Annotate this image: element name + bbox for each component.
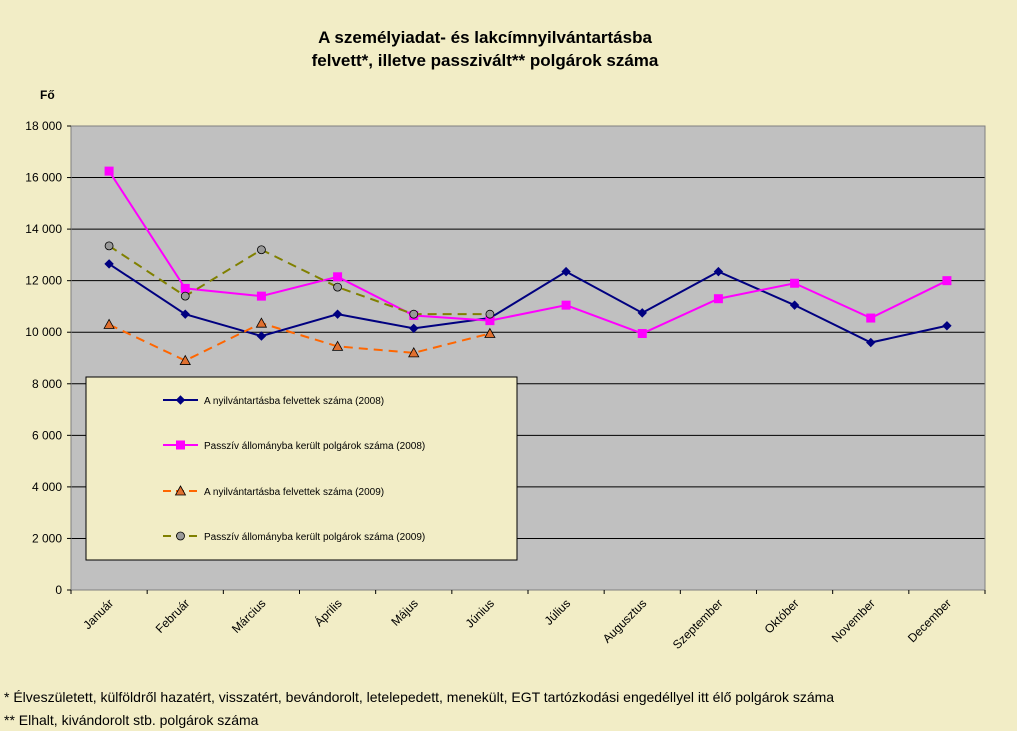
series-line: [108, 245, 490, 316]
y-tick-label: 0: [55, 583, 62, 597]
y-tick-label: 8 000: [32, 377, 62, 391]
data-point: [713, 266, 724, 277]
series-line: [108, 322, 491, 362]
x-tick-label: Július: [542, 596, 574, 628]
data-point: [331, 340, 344, 351]
data-point: [333, 282, 342, 292]
legend-entry: A nyilvántartásba felvettek száma (2009): [163, 485, 384, 498]
legend-label: Passzív állományba került polgárok száma…: [204, 532, 425, 543]
x-tick-label: Április: [311, 596, 345, 630]
x-tick-label: Február: [153, 596, 193, 636]
series-1: [104, 259, 952, 348]
chart-title-line-2: felvett*, illetve passzivált** polgárok …: [312, 51, 659, 70]
x-tick-label: Május: [388, 596, 421, 629]
y-axis-ticks: 0 2 000 4 000 6 000 8 000 10 000 12 000 14 000 1…: [25, 119, 71, 597]
legend: A nyilvántartásba felvettek száma (2008)…: [85, 376, 518, 561]
x-tick-label: Március: [229, 596, 269, 636]
data-point: [484, 327, 496, 338]
data-point: [485, 309, 495, 319]
data-point: [104, 241, 114, 251]
y-tick-label: 16 000: [25, 171, 62, 185]
data-point: [255, 317, 268, 328]
x-tick-label: December: [905, 596, 954, 645]
data-point: [866, 313, 876, 323]
x-tick-label: Augusztus: [600, 596, 650, 646]
data-point: [789, 300, 800, 310]
legend-marker: [176, 440, 185, 450]
data-point: [256, 331, 267, 341]
x-tick-label: Szeptember: [670, 596, 726, 652]
data-point: [103, 318, 115, 329]
data-point: [333, 272, 343, 282]
data-point: [942, 276, 952, 286]
series-3: [103, 317, 496, 365]
x-axis-ticks: Január Február Március Április Május Június Jú…: [70, 590, 986, 652]
legend-label: Passzív állományba került polgárok száma…: [204, 441, 425, 452]
y-tick-label: 4 000: [32, 480, 62, 494]
footnote-double-asterisk: ** Elhalt, kivándorolt stb. polgárok szá…: [4, 712, 259, 728]
legend-entry: Passzív állományba került polgárok száma…: [163, 440, 425, 452]
y-tick-label: 14 000: [25, 222, 62, 236]
series-line: [108, 263, 948, 344]
legend-marker: [174, 485, 187, 496]
y-tick-label: 12 000: [25, 274, 62, 288]
data-point: [561, 300, 571, 310]
data-point: [180, 283, 190, 293]
data-point: [408, 347, 420, 358]
data-point: [104, 259, 114, 269]
legend-entry: Passzív állományba került polgárok száma…: [163, 531, 425, 543]
legend-label: A nyilvántartásba felvettek száma (2008): [204, 396, 384, 407]
legend-label: A nyilvántartásba felvettek száma (2009): [204, 487, 384, 498]
data-point: [790, 278, 800, 288]
data-point: [257, 245, 266, 255]
data-point: [180, 291, 190, 301]
data-point: [713, 294, 723, 304]
legend-box: [85, 376, 518, 561]
data-point: [561, 266, 571, 277]
x-tick-label: Január: [80, 596, 116, 632]
x-tick-label: November: [829, 596, 878, 645]
data-point: [179, 354, 191, 365]
data-point: [180, 309, 190, 319]
data-point: [104, 166, 114, 176]
legend-entry: A nyilvántartásba felvettek száma (2008): [163, 395, 384, 407]
legend-marker: [176, 531, 185, 541]
legend-marker: [175, 395, 186, 405]
y-tick-label: 2 000: [32, 531, 62, 545]
x-tick-label: Június: [463, 596, 497, 630]
y-axis-unit-label: Fő: [40, 88, 55, 102]
data-point: [866, 337, 876, 348]
footnote-asterisk: * Élveszületett, külföldről hazatért, vi…: [4, 689, 835, 705]
y-tick-label: 10 000: [25, 325, 62, 339]
data-point: [637, 329, 647, 339]
data-point: [409, 323, 419, 334]
y-tick-label: 6 000: [32, 428, 62, 442]
chart-title-line-1: A személyiadat- és lakcímnyilvántartásba: [318, 28, 652, 47]
series-layer: [103, 166, 952, 365]
data-point: [942, 321, 952, 331]
series-line: [108, 170, 948, 335]
series-4: [104, 241, 495, 319]
data-point: [637, 308, 647, 318]
data-point: [256, 291, 266, 301]
y-tick-label: 18 000: [25, 119, 62, 133]
data-point: [409, 309, 419, 319]
data-point: [332, 309, 343, 319]
x-tick-label: Október: [762, 596, 802, 636]
